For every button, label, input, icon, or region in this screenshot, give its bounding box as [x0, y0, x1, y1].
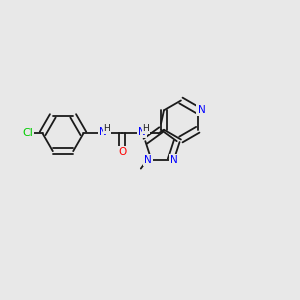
Text: H: H	[103, 124, 110, 133]
Text: Cl: Cl	[22, 128, 33, 139]
Text: N: N	[144, 154, 152, 165]
Text: H: H	[142, 124, 149, 133]
Text: N: N	[138, 127, 146, 137]
Text: N: N	[170, 154, 178, 165]
Text: O: O	[118, 147, 127, 158]
Text: N: N	[197, 105, 205, 115]
Text: N: N	[99, 127, 107, 137]
